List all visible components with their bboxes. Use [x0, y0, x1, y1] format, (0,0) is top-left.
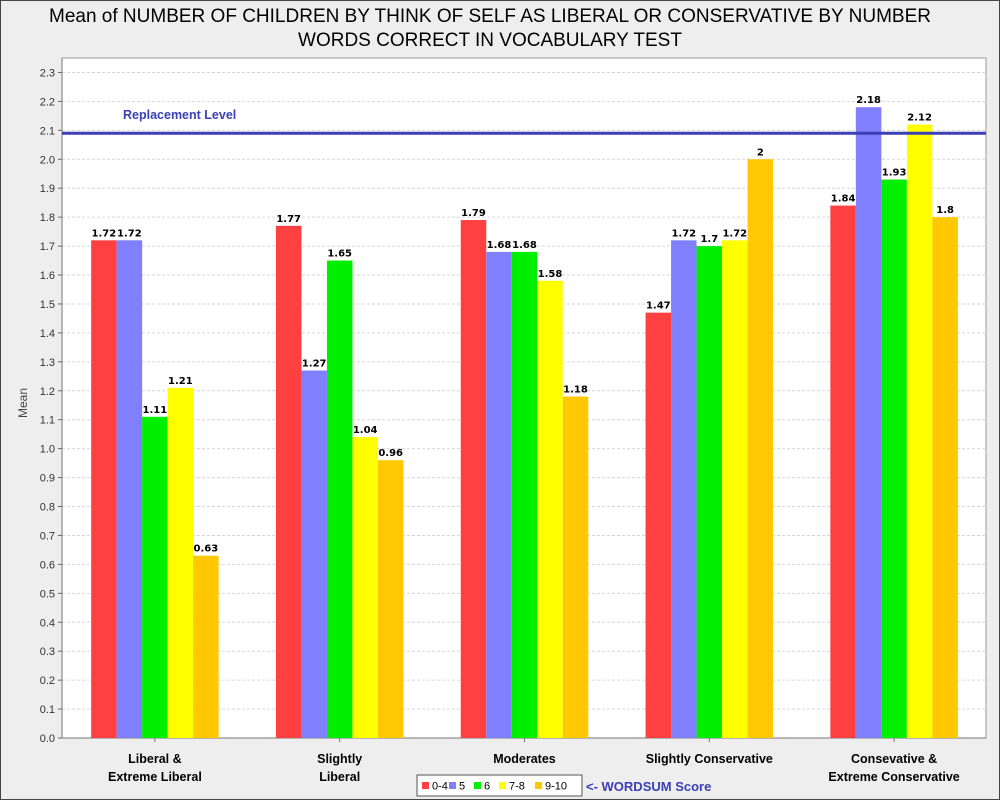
data-label: 1.65: [327, 249, 352, 260]
y-tick-label: 2.2: [40, 96, 55, 108]
y-tick-label: 0.9: [40, 473, 55, 485]
legend-label: 7-8: [509, 781, 525, 793]
y-tick-label: 1.0: [40, 444, 55, 456]
y-tick-label: 1.8: [40, 212, 55, 224]
legend-label: 6: [484, 781, 490, 793]
y-tick-label: 0.3: [40, 646, 55, 658]
data-label: 1.72: [671, 228, 696, 239]
data-label: 1.72: [722, 228, 747, 239]
bar-9-10-cat0: [193, 555, 219, 738]
legend-swatch-0-4: [422, 782, 429, 789]
legend-label: 5: [459, 781, 465, 793]
y-tick-label: 1.6: [40, 270, 55, 282]
data-label: 1.77: [276, 214, 301, 225]
bar-0-4-cat1: [275, 225, 302, 739]
bar-0-4-cat3: [645, 312, 672, 738]
bar-9-10-cat2: [562, 396, 589, 738]
bar-7-8-cat0: [167, 387, 194, 738]
y-tick-label: 0.6: [40, 559, 55, 571]
data-label: 2: [757, 147, 764, 158]
data-label: 2.12: [907, 113, 932, 124]
bar-5-cat1: [301, 370, 327, 738]
bar-9-10-cat3: [747, 159, 774, 738]
bar-7-8-cat1: [352, 437, 378, 738]
y-tick-label: 0.1: [40, 704, 55, 716]
legend-label: 9-10: [545, 781, 567, 793]
data-label: 1.8: [936, 205, 954, 216]
y-tick-label: 1.5: [40, 299, 55, 311]
data-label: 1.68: [512, 240, 537, 251]
chart-title-line: Mean of NUMBER OF CHILDREN BY THINK OF S…: [49, 6, 931, 27]
bar-0-4-cat0: [91, 240, 117, 739]
y-tick-label: 0.8: [40, 502, 55, 514]
legend-swatch-5: [449, 782, 456, 789]
data-label: 1.21: [168, 376, 193, 387]
y-tick-label: 1.4: [40, 328, 55, 340]
bar-6-cat4: [881, 179, 907, 738]
x-category-label: Consevative &: [851, 752, 937, 766]
x-category-label: Slightly: [317, 752, 362, 766]
y-tick-label: 0.0: [40, 733, 55, 745]
bar-5-cat3: [671, 240, 697, 739]
y-tick-label: 2.1: [40, 125, 55, 137]
y-tick-label: 0.7: [40, 530, 55, 542]
x-category-label: Extreme Liberal: [108, 770, 202, 784]
bar-0-4-cat4: [830, 205, 856, 738]
chart-title-line: WORDS CORRECT IN VOCABULARY TEST: [298, 30, 682, 51]
data-label: 1.68: [487, 240, 512, 251]
y-tick-label: 1.7: [40, 241, 55, 253]
data-label: 1.11: [143, 405, 168, 416]
legend-swatch-7-8: [499, 782, 506, 789]
bar-5-cat4: [855, 107, 882, 739]
bar-9-10-cat4: [932, 217, 958, 739]
legend-swatch-6: [474, 782, 481, 789]
bar-0-4-cat2: [460, 220, 487, 739]
data-label: 1.93: [882, 168, 907, 179]
legend-swatch-9-10: [535, 782, 542, 789]
bar-6-cat1: [326, 260, 353, 738]
replacement-level-label: Replacement Level: [123, 108, 236, 122]
data-label: 1.79: [461, 208, 486, 219]
x-category-label: Liberal: [319, 770, 360, 784]
wordsum-score-note: <- WORDSUM Score: [586, 779, 711, 794]
data-label: 0.96: [378, 448, 403, 459]
x-category-label: Slightly Conservative: [646, 752, 773, 766]
x-category-label: Extreme Conservative: [828, 770, 959, 784]
bar-7-8-cat4: [906, 124, 933, 738]
y-tick-label: 1.9: [40, 183, 55, 195]
y-tick-label: 0.5: [40, 588, 55, 600]
bar-7-8-cat3: [722, 240, 748, 739]
y-tick-label: 1.1: [40, 415, 55, 427]
y-tick-label: 0.4: [40, 617, 55, 629]
data-label: 1.7: [700, 234, 718, 245]
bar-6-cat3: [696, 246, 723, 738]
bar-6-cat0: [142, 416, 168, 738]
bar-7-8-cat2: [537, 280, 563, 738]
x-category-label: Liberal &: [128, 752, 182, 766]
data-label: 1.58: [538, 269, 563, 280]
y-tick-label: 2.0: [40, 154, 55, 166]
data-label: 2.18: [856, 95, 881, 106]
data-label: 1.72: [117, 228, 142, 239]
data-label: 1.72: [92, 228, 117, 239]
x-category-label: Moderates: [493, 752, 556, 766]
data-label: 1.18: [563, 385, 588, 396]
y-tick-label: 2.3: [40, 67, 55, 79]
data-label: 1.84: [831, 194, 856, 205]
data-label: 1.27: [302, 359, 327, 370]
data-label: 1.04: [353, 425, 378, 436]
bar-5-cat0: [116, 240, 143, 739]
y-tick-label: 1.2: [40, 386, 55, 398]
data-label: 0.63: [194, 544, 219, 555]
bar-9-10-cat1: [377, 460, 404, 738]
bar-6-cat2: [511, 251, 538, 738]
y-axis-title: Mean: [16, 388, 30, 418]
data-label: 1.47: [646, 301, 671, 312]
legend-label: 0-4: [432, 781, 448, 793]
y-tick-label: 1.3: [40, 357, 55, 369]
bar-5-cat2: [486, 251, 512, 738]
y-tick-label: 0.2: [40, 675, 55, 687]
